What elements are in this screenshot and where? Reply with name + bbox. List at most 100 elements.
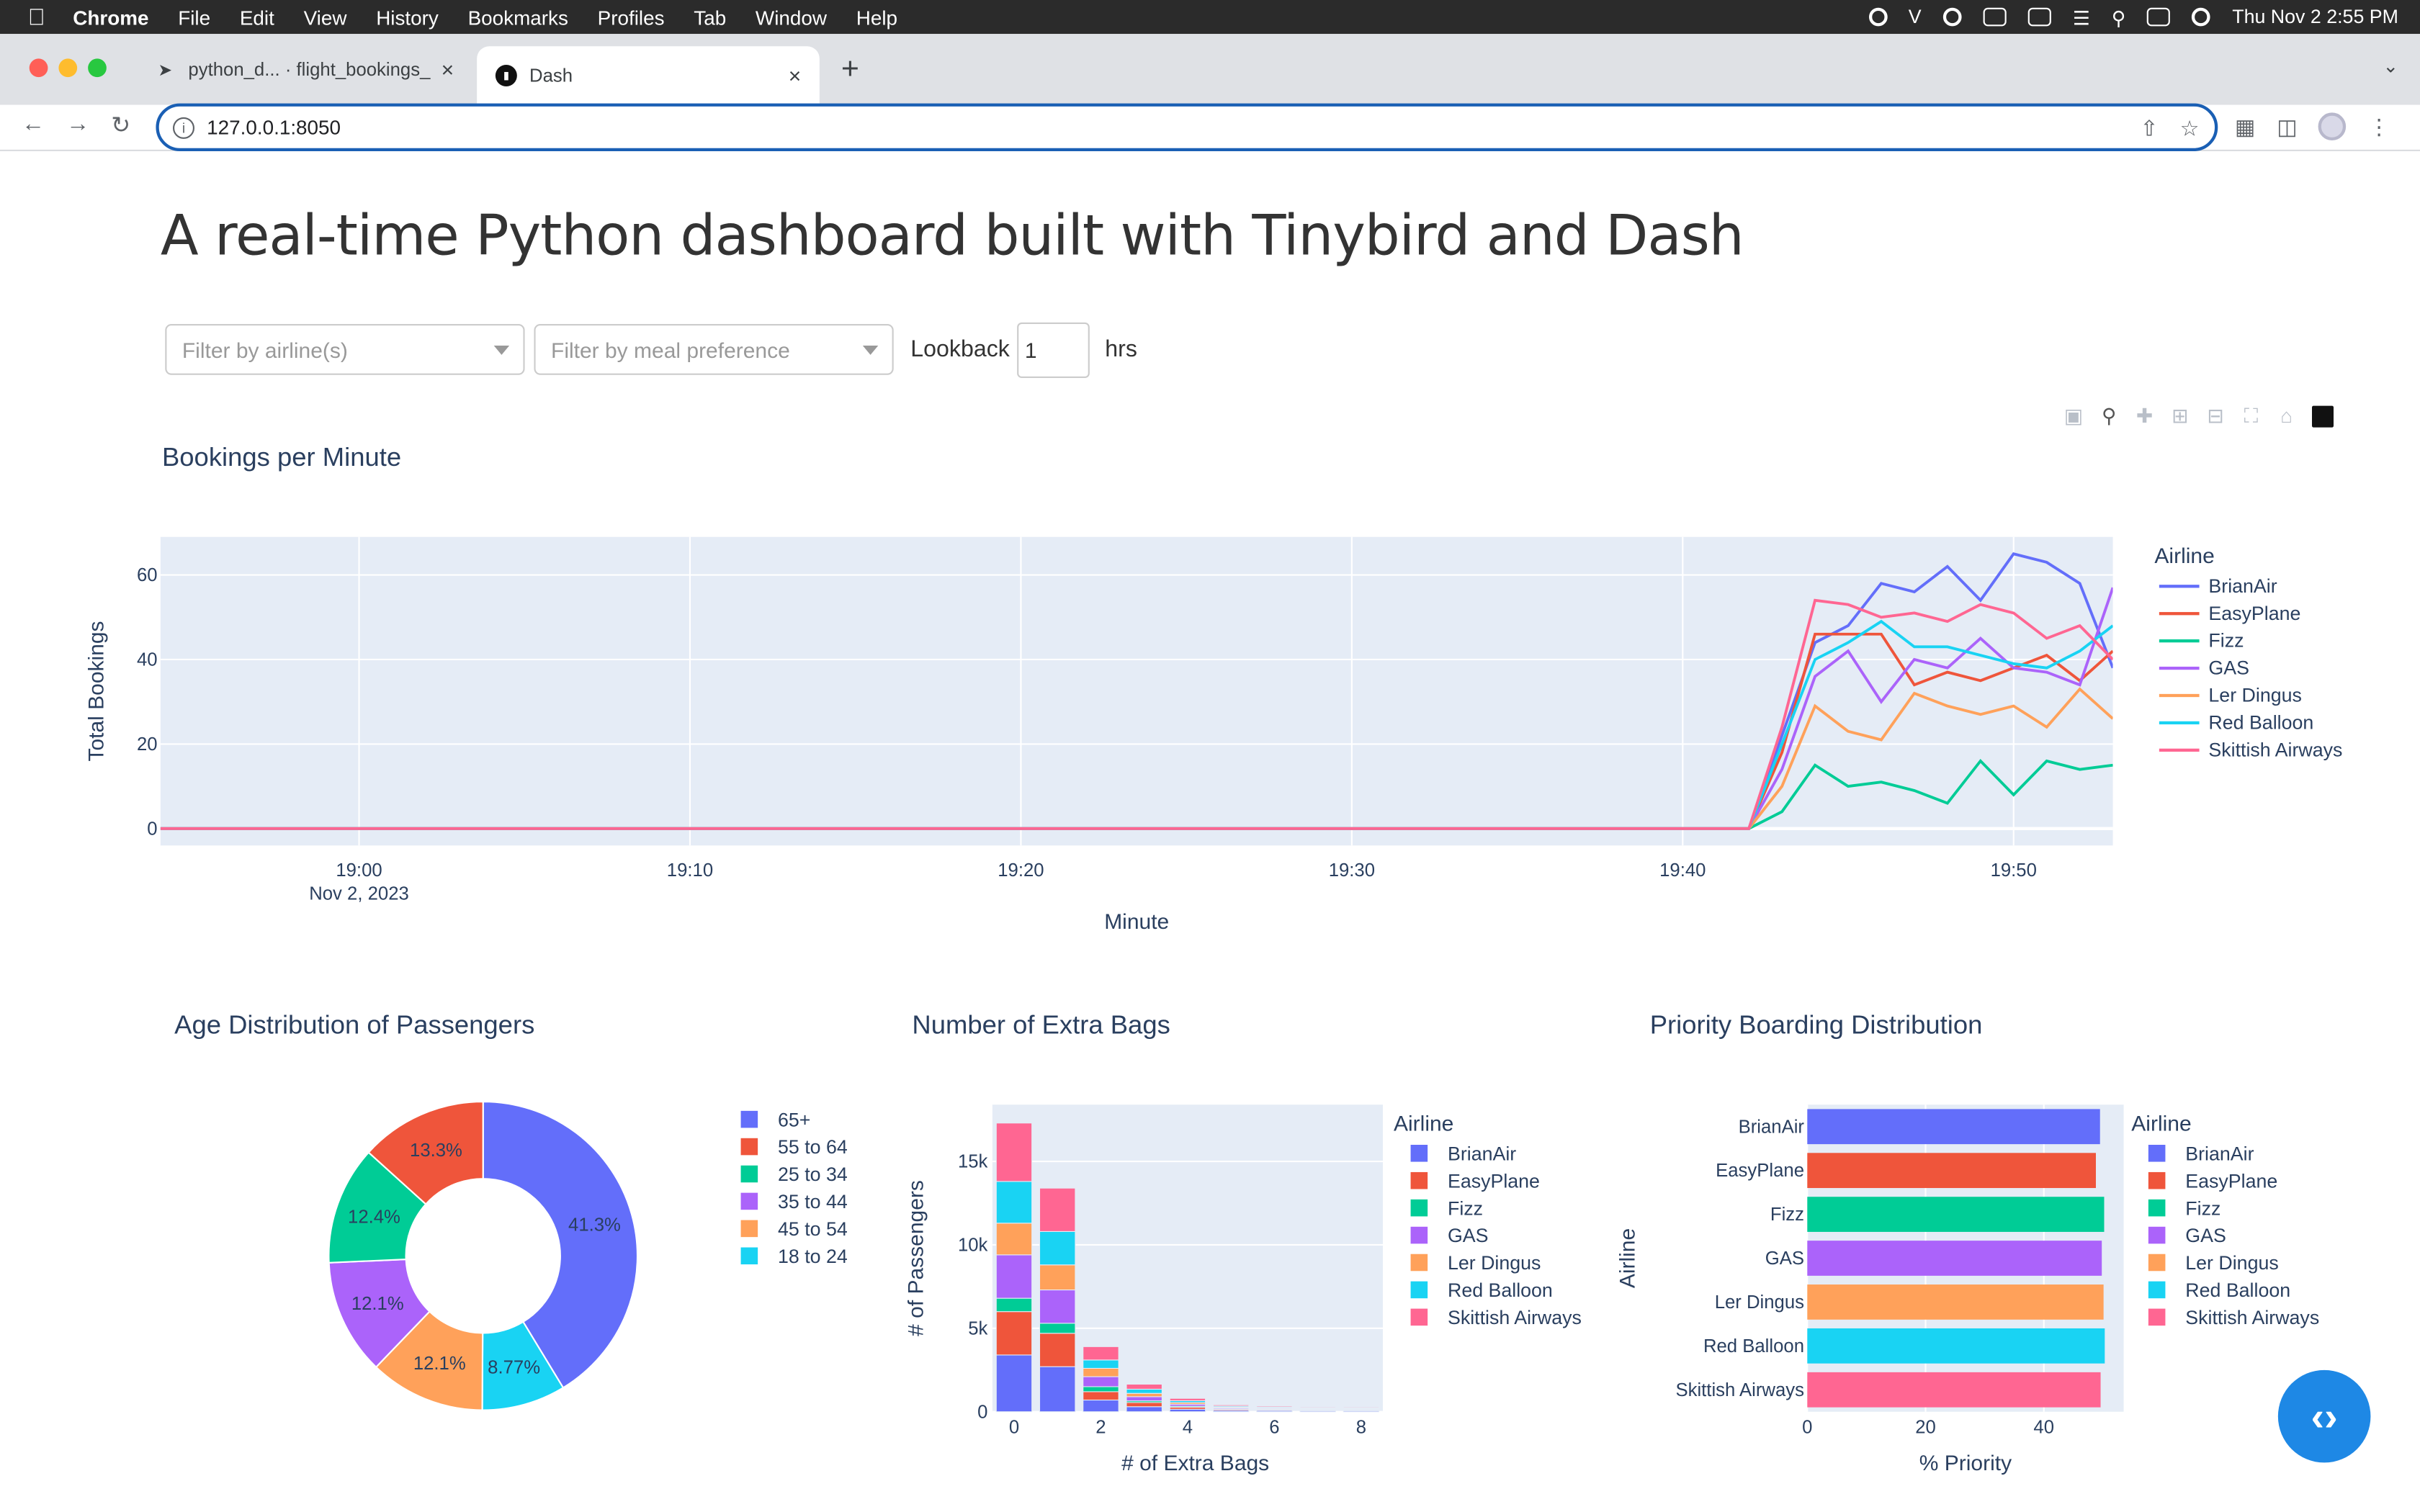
bag-bar-segment (1083, 1386, 1119, 1392)
pie-slice-label: 8.77% (488, 1358, 540, 1378)
window-minimize-button[interactable] (58, 58, 78, 78)
y-tick-label: 40 (137, 650, 158, 670)
chevron-down-icon[interactable]: ⌄ (2383, 55, 2398, 78)
meal-filter-dropdown[interactable]: Filter by meal preference (534, 324, 894, 375)
browser-tabstrip: ➤ python_d... · flight_bookings_ × ▮ Das… (0, 34, 2420, 105)
menu-bookmarks[interactable]: Bookmarks (450, 5, 568, 29)
tab-python-dashboard[interactable]: ➤ python_d... · flight_bookings_ × (136, 46, 472, 92)
zoom-icon[interactable]: ⚲ (2102, 403, 2117, 427)
pan-icon[interactable]: ✚ (2136, 403, 2154, 427)
legend-entry: BrianAir (2208, 575, 2277, 597)
bag-bar-segment (1256, 1405, 1293, 1408)
zoom-in-icon[interactable]: ⊞ (2172, 403, 2189, 427)
forward-arrow-icon[interactable]: → (66, 111, 90, 138)
legend-swatch (2159, 693, 2200, 698)
menu-history[interactable]: History (359, 5, 439, 29)
bag-bar-segment (995, 1297, 1033, 1313)
siri-icon[interactable] (2192, 7, 2211, 27)
chevron-down-icon[interactable] (862, 346, 879, 355)
menu-edit[interactable]: Edit (222, 5, 274, 29)
side-panel-icon[interactable]: ◫ (2277, 113, 2298, 138)
legend-swatch (2159, 748, 2200, 752)
legend-entry: 65+ (778, 1109, 810, 1130)
apple-icon[interactable]:  (28, 4, 45, 30)
home-icon[interactable]: ⌂ (2280, 404, 2293, 428)
menu-app-name[interactable]: Chrome (55, 5, 148, 29)
x-date-label: Nov 2, 2023 (309, 883, 409, 904)
bookmark-star-icon[interactable]: ☆ (2179, 115, 2200, 140)
back-arrow-icon[interactable]: ← (22, 111, 45, 138)
dash-debug-menu-button[interactable]: ‹› (2277, 1369, 2371, 1463)
drive-icon[interactable] (1983, 7, 2007, 27)
menu-window[interactable]: Window (738, 5, 827, 29)
spotlight-search-icon[interactable]: ⚲ (2111, 6, 2126, 29)
extensions-puzzle-icon[interactable]: ▦ (2234, 113, 2256, 138)
tab-title: python_d... · flight_bookings_ (188, 58, 431, 81)
legend-swatch (2159, 585, 2200, 588)
legend-entry: 35 to 44 (778, 1191, 848, 1212)
bag-bar-segment (1083, 1346, 1119, 1361)
bag-bar-segment (1039, 1230, 1076, 1266)
window-close-button[interactable] (29, 58, 48, 78)
legend-swatch (1410, 1281, 1428, 1299)
bag-bar-segment (1039, 1366, 1076, 1413)
battery-icon[interactable] (2027, 7, 2051, 27)
legend-swatch (2148, 1281, 2166, 1299)
record-icon[interactable] (1868, 7, 1887, 27)
priority-bar (1807, 1284, 2104, 1320)
vimeo-icon[interactable]: V (1908, 6, 1922, 28)
meal-filter-placeholder: Filter by meal preference (551, 337, 790, 362)
menu-view[interactable]: View (286, 5, 347, 29)
menu-file[interactable]: File (161, 5, 210, 29)
priority-chart-title: Priority Boarding Distribution (1649, 1010, 1983, 1040)
legend-title: Airline (2131, 1112, 2191, 1136)
legend-swatch (1410, 1171, 1428, 1189)
x-tick-label: 19:10 (667, 860, 713, 881)
menu-help[interactable]: Help (838, 5, 897, 29)
more-vertical-icon[interactable]: ⋮ (2368, 113, 2390, 138)
legend-entry: Skittish Airways (2185, 1307, 2319, 1328)
menu-profiles[interactable]: Profiles (580, 5, 665, 29)
grammarly-icon[interactable] (1942, 7, 1962, 27)
y-tick-label: 0 (147, 819, 157, 839)
reload-icon[interactable]: ↻ (111, 112, 131, 139)
menubar-clock[interactable]: Thu Nov 2 2:55 PM (2232, 6, 2398, 28)
menu-tab[interactable]: Tab (676, 5, 726, 29)
legend-entry: GAS (2208, 657, 2249, 679)
site-info-icon[interactable]: i (173, 116, 194, 138)
bag-bar-segment (1212, 1404, 1250, 1407)
legend-entry: Red Balloon (1448, 1279, 1553, 1301)
new-tab-button[interactable]: + (841, 52, 859, 86)
line-series (160, 619, 2113, 830)
y-tick-label: Fizz (1770, 1205, 1804, 1225)
legend-swatch (740, 1247, 758, 1265)
window-zoom-button[interactable] (88, 58, 107, 78)
pie-slice-label: 13.3% (410, 1140, 462, 1161)
wifi-icon[interactable]: ☰ (2072, 6, 2090, 29)
close-icon[interactable]: × (788, 63, 802, 89)
url-text[interactable]: 127.0.0.1:8050 (207, 115, 341, 139)
address-bar[interactable]: i 127.0.0.1:8050 ⇧ ☆ (156, 103, 2218, 151)
profile-avatar[interactable] (2318, 112, 2347, 140)
autoscale-icon[interactable]: ⛶ (2244, 403, 2259, 427)
x-axis-title: # of Extra Bags (1121, 1452, 1269, 1475)
plotly-logo-icon[interactable] (2311, 404, 2334, 427)
control-center-icon[interactable] (2147, 7, 2171, 27)
bag-bar-segment (1126, 1406, 1162, 1413)
chevron-down-icon[interactable] (493, 346, 510, 355)
priority-bar (1807, 1241, 2102, 1276)
lookback-input[interactable] (1017, 322, 1090, 378)
legend-title: Airline (2154, 544, 2214, 568)
x-tick-label: 19:20 (998, 860, 1044, 881)
lookback-label: Lookback (910, 336, 1010, 363)
zoom-out-icon[interactable]: ⊟ (2207, 403, 2224, 427)
priority-bar (1807, 1328, 2105, 1364)
legend-entry: GAS (2185, 1225, 2226, 1246)
airline-filter-dropdown[interactable]: Filter by airline(s) (165, 324, 525, 375)
share-icon[interactable]: ⇧ (2140, 115, 2159, 140)
camera-icon[interactable]: ▣ (2063, 403, 2084, 427)
legend-entry: EasyPlane (2208, 603, 2300, 624)
close-icon[interactable]: × (441, 57, 454, 82)
tab-dash[interactable]: ▮ Dash × (477, 46, 820, 105)
line-series (160, 552, 2113, 830)
